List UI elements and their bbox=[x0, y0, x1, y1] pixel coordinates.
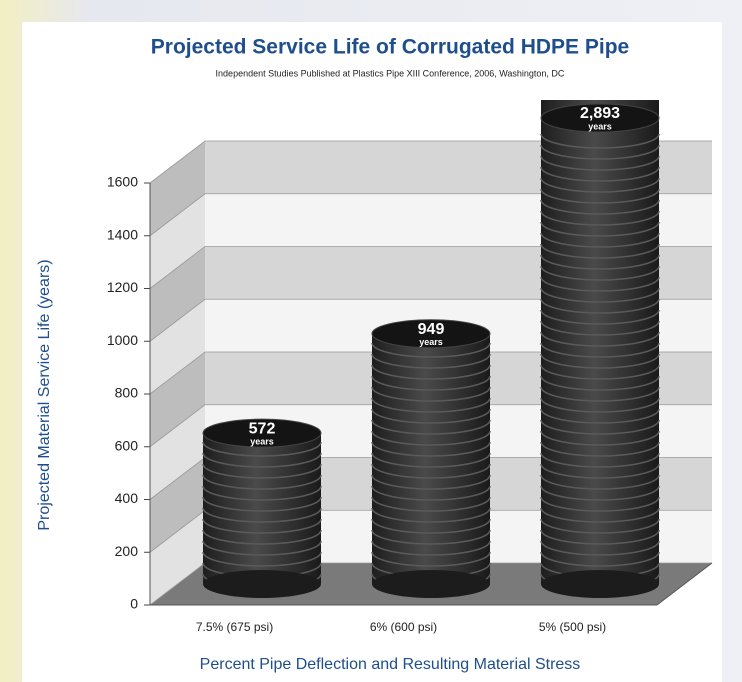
bar-bottom bbox=[372, 570, 490, 598]
chart-subtitle: Independent Studies Published at Plastic… bbox=[216, 68, 565, 78]
chart: Projected Service Life of Corrugated HDP… bbox=[0, 0, 742, 682]
bar-group bbox=[372, 334, 490, 598]
y-tick-label: 0 bbox=[130, 596, 138, 612]
y-tick-label: 1400 bbox=[107, 226, 138, 242]
y-axis-title: Projected Material Service Life (years) bbox=[36, 259, 53, 530]
value-unit: years bbox=[250, 437, 274, 447]
bar-group bbox=[203, 433, 321, 598]
bar bbox=[372, 334, 490, 584]
y-tick-label: 400 bbox=[115, 490, 139, 506]
y-tick-label: 1600 bbox=[107, 174, 138, 190]
y-tick-label: 600 bbox=[115, 437, 139, 453]
x-tick-label: 6% (600 psi) bbox=[370, 620, 437, 634]
value-unit: years bbox=[588, 121, 612, 131]
x-tick-label: 7.5% (675 psi) bbox=[196, 620, 273, 634]
y-tick-label: 1200 bbox=[107, 279, 138, 295]
x-tick-label: 5% (500 psi) bbox=[539, 620, 606, 634]
value-label: 2,893 bbox=[580, 105, 620, 122]
y-tick-label: 1000 bbox=[107, 332, 138, 348]
value-unit: years bbox=[419, 337, 443, 347]
value-label: 572 bbox=[249, 420, 276, 437]
y-tick-label: 800 bbox=[115, 385, 139, 401]
y-tick-label: 200 bbox=[115, 543, 139, 559]
value-label: 949 bbox=[418, 321, 445, 338]
chart-title: Projected Service Life of Corrugated HDP… bbox=[151, 36, 629, 59]
bar-bottom bbox=[203, 570, 321, 598]
x-axis-title: Percent Pipe Deflection and Resulting Ma… bbox=[200, 656, 581, 673]
bar-bottom bbox=[541, 570, 659, 598]
